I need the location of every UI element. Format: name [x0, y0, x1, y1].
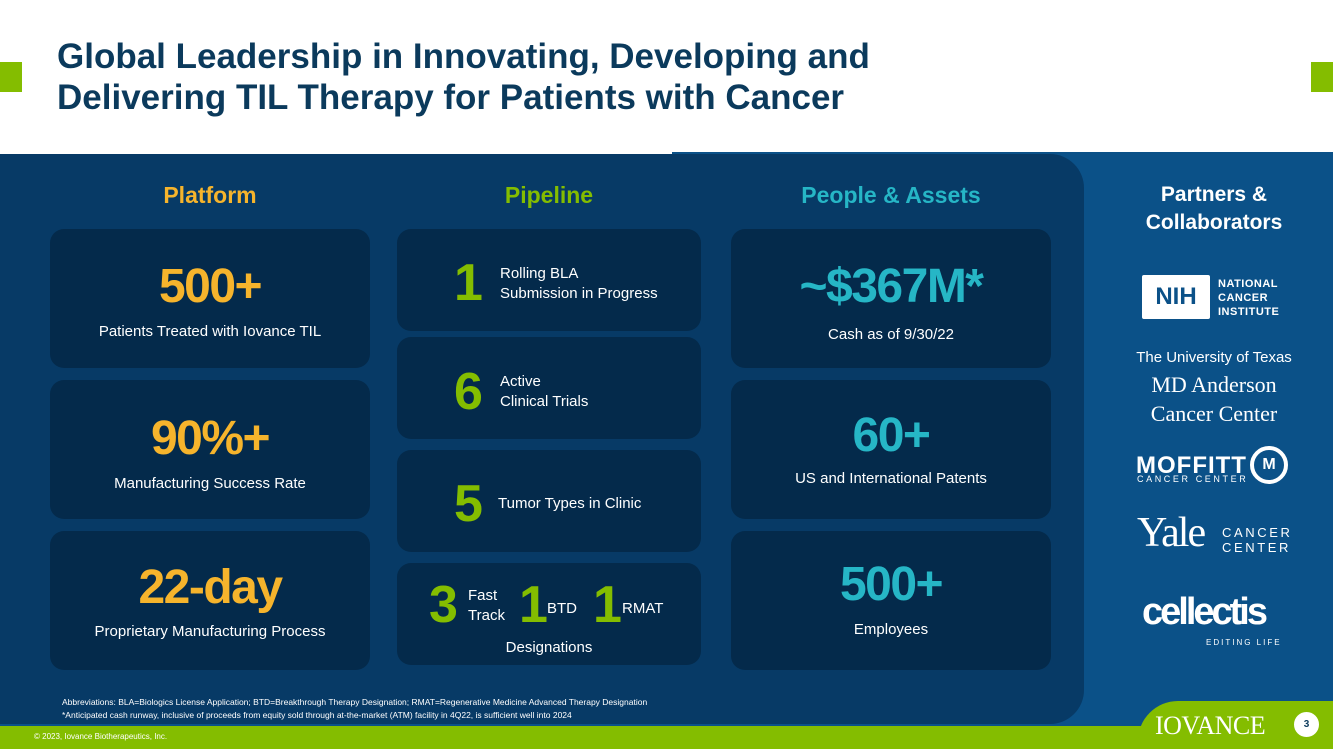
- yale-sub-line-1: CANCER: [1222, 525, 1293, 540]
- fast-track-label: Fast Track: [468, 586, 505, 626]
- designations-label: Designations: [505, 639, 593, 656]
- platform-card-process: 22-day Proprietary Manufacturing Process: [50, 531, 370, 670]
- nci-line-2: CANCER: [1218, 292, 1269, 304]
- yale-cancer-center: CANCER CENTER: [1222, 525, 1293, 555]
- trials-label-line-2: Clinical Trials: [500, 393, 589, 410]
- employees-label: Employees: [853, 621, 929, 638]
- cellectis-logo: cellectis: [1142, 591, 1268, 633]
- slide-title: Global Leadership in Innovating, Develop…: [57, 36, 1057, 118]
- nci-logo-text: NATIONAL CANCER INSTITUTE: [1218, 277, 1279, 319]
- page-number: 3: [1292, 710, 1321, 739]
- people-card-cash: ~$367M* Cash as of 9/30/22: [731, 229, 1051, 368]
- tumor-types-value: 5: [454, 475, 483, 533]
- people-card-employees: 500+ Employees: [731, 531, 1051, 670]
- footer-bar: [0, 726, 1333, 749]
- abbreviations-note: Abbreviations: BLA=Biologics License App…: [62, 697, 648, 707]
- process-days-label: Proprietary Manufacturing Process: [94, 623, 326, 640]
- nci-line-3: INSTITUTE: [1218, 306, 1280, 318]
- bla-label: Rolling BLA Submission in Progress: [500, 264, 658, 304]
- success-rate-value: 90%+: [150, 412, 271, 465]
- md-anderson-name: MD Anderson: [1151, 372, 1277, 397]
- bla-label-line-2: Submission in Progress: [500, 285, 658, 302]
- iovance-logo: IOVANCE: [1155, 711, 1266, 740]
- md-anderson-university: The University of Texas: [1136, 349, 1292, 366]
- platform-heading: Platform: [163, 182, 257, 208]
- pipeline-card-trials: 6 Active Clinical Trials: [397, 337, 701, 439]
- md-anderson-logo: MD Anderson Cancer Center: [1124, 370, 1304, 428]
- moffitt-subtitle: CANCER CENTER: [1137, 474, 1249, 484]
- patients-treated-value: 500+: [158, 260, 263, 313]
- tumor-types-label: Tumor Types in Clinic: [498, 495, 642, 512]
- partners-heading-line-1: Partners &: [1160, 183, 1268, 206]
- slide-title-line-1: Global Leadership in Innovating, Develop…: [57, 37, 870, 76]
- moffitt-m-icon: M: [1250, 446, 1288, 484]
- bla-value: 1: [454, 254, 483, 312]
- yale-logo: Yale: [1137, 510, 1206, 556]
- patents-value: 60+: [852, 409, 931, 462]
- pipeline-card-designations: 3 Fast Track 1 BTD 1 RMAT Designations: [397, 563, 701, 665]
- success-rate-label: Manufacturing Success Rate: [114, 475, 306, 492]
- right-accent-bar: [1311, 62, 1333, 92]
- process-days-value: 22-day: [138, 561, 283, 614]
- patents-label: US and International Patents: [795, 470, 987, 487]
- fast-track-label-line-2: Track: [468, 607, 505, 624]
- pipeline-heading: Pipeline: [504, 182, 594, 208]
- trials-label: Active Clinical Trials: [500, 372, 588, 412]
- fast-track-value: 3: [429, 576, 458, 634]
- nih-logo: NIH: [1142, 275, 1210, 319]
- cash-runway-note: *Anticipated cash runway, inclusive of p…: [62, 710, 572, 720]
- pipeline-card-tumor-types: 5 Tumor Types in Clinic: [397, 450, 701, 552]
- partners-heading-line-2: Collaborators: [1145, 211, 1283, 234]
- platform-card-patients: 500+ Patients Treated with Iovance TIL: [50, 229, 370, 368]
- cash-label: Cash as of 9/30/22: [828, 326, 954, 343]
- moffitt-logo: MOFFITT: [1136, 452, 1247, 479]
- cellectis-tagline: EDITING LIFE: [1206, 638, 1282, 647]
- copyright: © 2023, Iovance Biotherapeutics, Inc.: [34, 732, 168, 741]
- people-card-patents: 60+ US and International Patents: [731, 380, 1051, 519]
- platform-card-success-rate: 90%+ Manufacturing Success Rate: [50, 380, 370, 519]
- trials-label-line-1: Active: [500, 373, 541, 390]
- slide-title-line-2: Delivering TIL Therapy for Patients with…: [57, 78, 845, 117]
- employees-value: 500+: [839, 558, 944, 611]
- footnotes: Abbreviations: BLA=Biologics License App…: [62, 696, 647, 722]
- md-anderson-cancer-center: Cancer Center: [1150, 401, 1278, 426]
- yale-sub-line-2: CENTER: [1222, 540, 1292, 555]
- btd-value: 1: [519, 576, 548, 634]
- cash-value: ~$367M*: [799, 260, 984, 313]
- rmat-value: 1: [593, 576, 622, 634]
- left-accent-bar: [0, 62, 22, 92]
- pipeline-card-bla: 1 Rolling BLA Submission in Progress: [397, 229, 701, 331]
- bla-label-line-1: Rolling BLA: [500, 265, 579, 282]
- trials-value: 6: [454, 363, 483, 421]
- rmat-label: RMAT: [622, 600, 664, 617]
- btd-label: BTD: [547, 600, 577, 617]
- people-assets-heading: People & Assets: [801, 182, 981, 208]
- partners-heading: Partners & Collaborators: [1124, 181, 1304, 237]
- patients-treated-label: Patients Treated with Iovance TIL: [98, 323, 322, 340]
- fast-track-label-line-1: Fast: [468, 587, 498, 604]
- nci-line-1: NATIONAL: [1218, 278, 1279, 290]
